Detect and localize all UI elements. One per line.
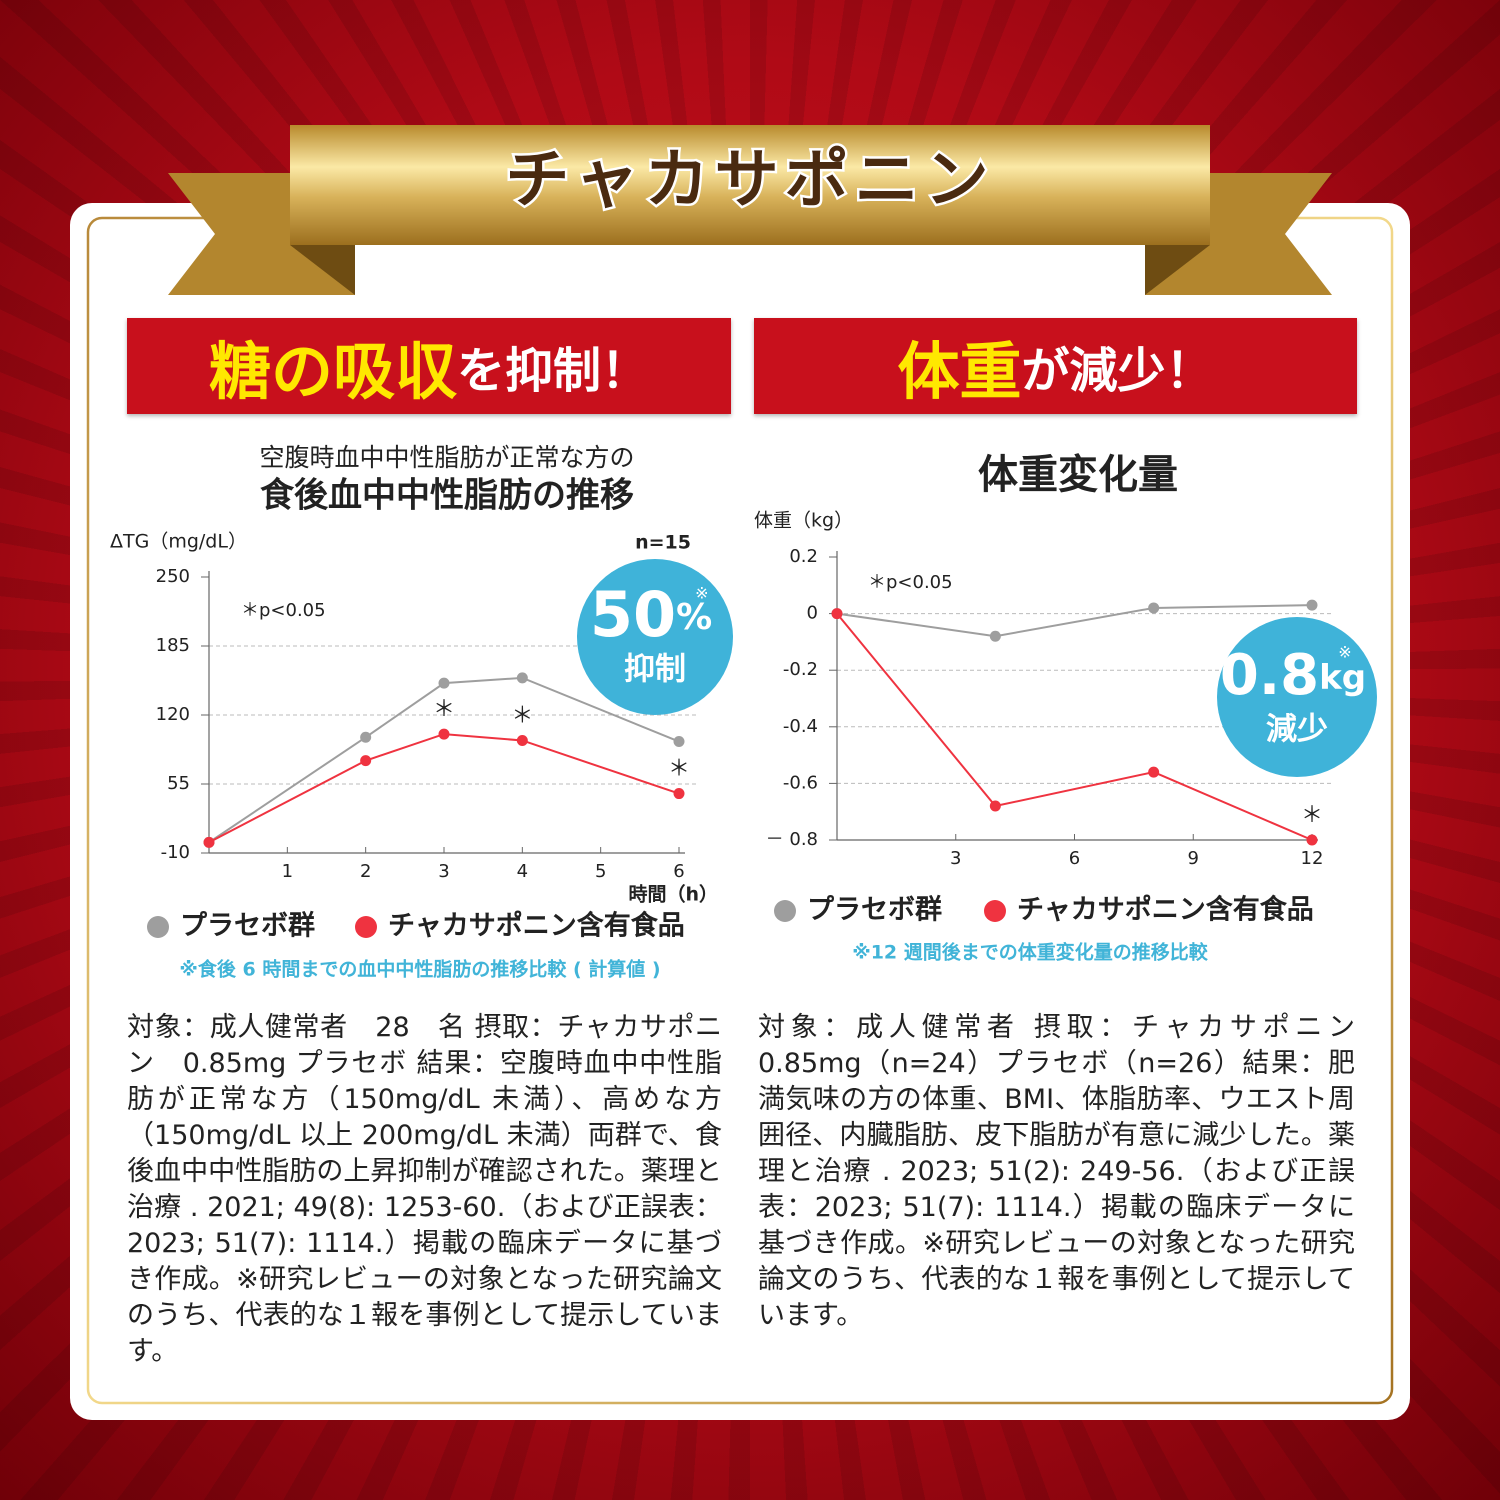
y-axis-label: ΔTG（mg/dL） [110, 531, 247, 553]
data-point [516, 734, 528, 746]
data-point [673, 788, 685, 800]
data-point [1148, 602, 1160, 614]
ribbon [290, 125, 1210, 245]
series-line [836, 604, 1313, 638]
significance-note: ＊p<0.05 [241, 600, 326, 621]
legend-marker [355, 916, 377, 938]
badge [1217, 617, 1377, 777]
y-tick-label: -0.4 [783, 716, 818, 737]
badge-number: 50 [590, 578, 676, 651]
data-point [360, 731, 372, 743]
y-axis-label: 体重（kg） [754, 510, 853, 532]
heading-highlight: 糖の吸収 [208, 335, 457, 408]
data-point [989, 800, 1001, 812]
legend-marker [774, 900, 796, 922]
data-point [831, 608, 843, 620]
heading-highlight: 体重 [897, 335, 1022, 408]
data-point [516, 672, 528, 684]
badge-unit: % [676, 597, 712, 638]
data-point [438, 677, 450, 689]
badge-value: 0.8kg [1220, 643, 1366, 708]
legend-label: プラセボ群 [180, 911, 315, 942]
chart-note: ※12 週間後までの体重変化量の推移比較 [852, 941, 1209, 964]
x-tick-label: 6 [1069, 848, 1080, 869]
significance-note: ＊p<0.05 [868, 572, 953, 593]
badge-mark: ※ [695, 584, 708, 603]
x-tick-label: 12 [1301, 848, 1324, 869]
study-text: 対象：成人健常者 28 名 摂取：チャカサポニン 0.85mg プラセボ 結果：… [127, 1012, 722, 1367]
badge-mark: ※ [1338, 643, 1351, 662]
data-point [438, 728, 450, 740]
x-tick-label: 3 [438, 861, 449, 882]
badge-label: 減少 [1266, 712, 1328, 748]
x-tick-label: 5 [595, 861, 606, 882]
data-point [673, 736, 685, 748]
badge-value: 50% [590, 578, 712, 651]
y-tick-label: 0.2 [789, 546, 818, 567]
data-point [1148, 766, 1160, 778]
legend-label: プラセボ群 [807, 895, 942, 926]
ribbon-fold [290, 245, 355, 295]
data-point [1306, 599, 1318, 611]
badge-label: 抑制 [624, 652, 686, 688]
chart-title: 体重変化量 [978, 452, 1178, 498]
heading-rest: を抑制！ [457, 343, 650, 399]
significance-mark: ＊ [511, 703, 533, 728]
y-tick-label: 250 [156, 566, 190, 587]
badge-number: 0.8 [1220, 643, 1319, 708]
x-tick-label: 6 [673, 861, 684, 882]
y-tick-label: -10 [161, 842, 190, 863]
sample-size: n=15 [635, 532, 691, 554]
legend-label: チャカサポニン含有食品 [388, 910, 685, 942]
section-heading: 体重 が減少！ [754, 318, 1357, 414]
ribbon-fold [1145, 245, 1210, 295]
y-tick-label: 0 [807, 603, 818, 624]
y-tick-label: － 0.8 [766, 829, 818, 850]
y-tick-label: 55 [167, 773, 190, 794]
badge [577, 559, 733, 715]
x-tick-label: 2 [360, 861, 371, 882]
chart-title: 食後血中中性脂肪の推移 [260, 476, 634, 516]
legend-marker [984, 900, 1006, 922]
data-point [360, 755, 372, 767]
legend-marker [147, 916, 169, 938]
x-axis-label: 時間（h） [628, 883, 718, 906]
y-tick-label: -0.6 [783, 772, 818, 793]
study-text: 対象：成人健常者 摂取：チャカサポニン 0.85mg（n=24）プラセボ（n=2… [758, 1012, 1355, 1331]
badge-unit: kg [1319, 658, 1366, 698]
y-tick-label: -0.2 [783, 659, 818, 680]
x-tick-label: 1 [282, 861, 293, 882]
chart-subtitle: 空腹時血中中性脂肪が正常な方の [259, 443, 634, 472]
x-tick-label: 3 [950, 848, 961, 869]
series-line [836, 612, 1313, 841]
y-tick-label: 185 [156, 635, 190, 656]
data-point [1306, 834, 1318, 846]
data-point [989, 630, 1001, 642]
legend-label: チャカサポニン含有食品 [1017, 894, 1314, 926]
card [70, 203, 1410, 1420]
significance-mark: ＊ [1301, 803, 1323, 828]
significance-mark: ＊ [668, 757, 690, 782]
banner-title: チャカサポニン [505, 143, 994, 218]
data-point [203, 836, 215, 848]
y-tick-label: 120 [156, 704, 190, 725]
significance-mark: ＊ [433, 697, 455, 722]
section-heading: 糖の吸収 を抑制！ [127, 318, 731, 414]
x-tick-label: 9 [1188, 848, 1199, 869]
x-tick-label: 4 [517, 861, 528, 882]
chart-note: ※食後 6 時間までの血中中性脂肪の推移比較 ( 計算値 ) [179, 958, 660, 981]
heading-rest: が減少！ [1021, 343, 1214, 399]
